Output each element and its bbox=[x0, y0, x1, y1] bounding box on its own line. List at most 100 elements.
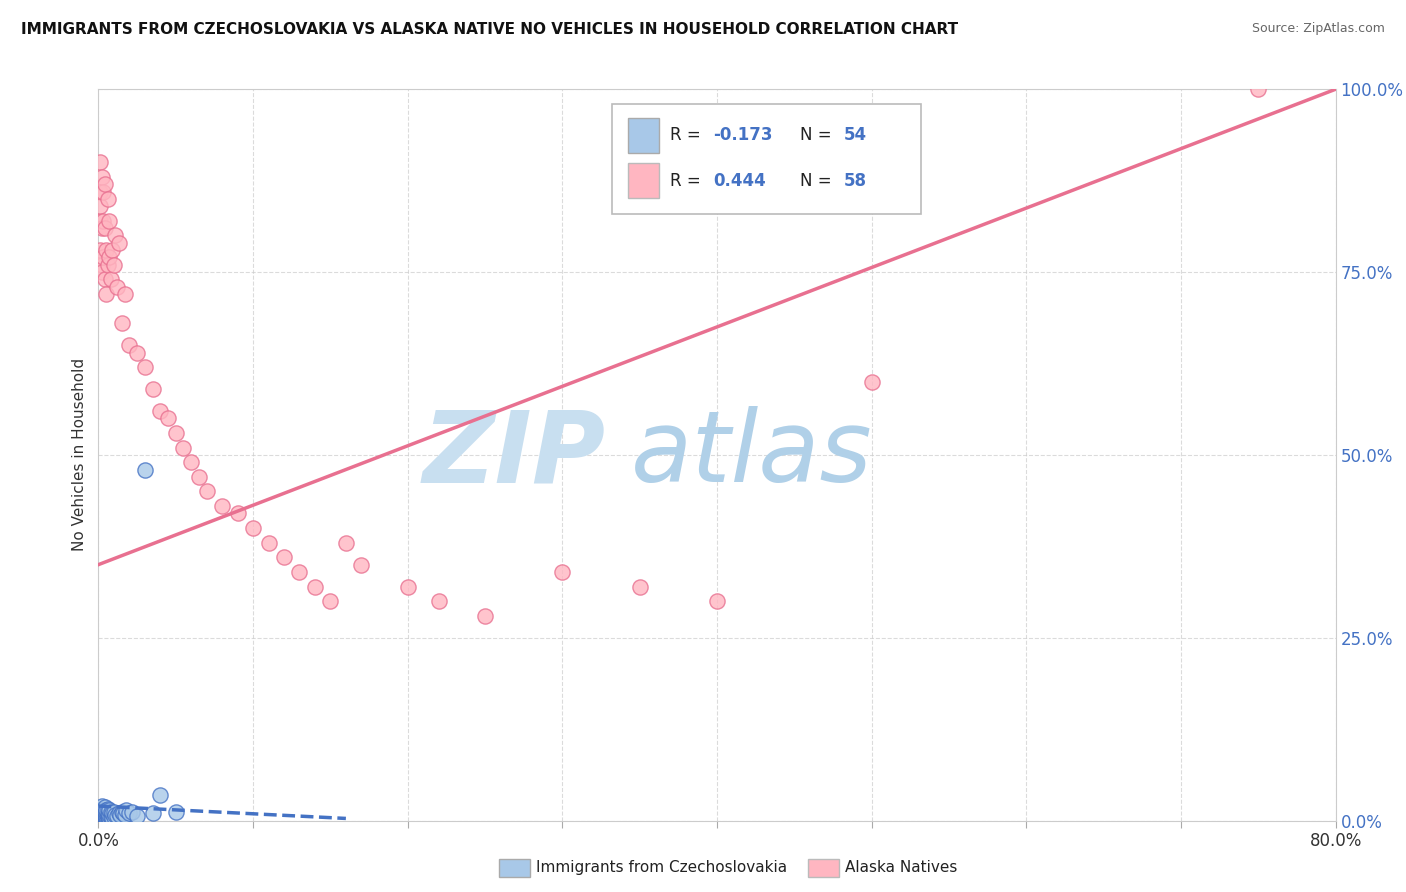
Point bbox=[98, 803, 121, 817]
Point bbox=[149, 788, 172, 802]
Bar bbox=[628, 118, 659, 153]
Point bbox=[90, 258, 112, 272]
Point bbox=[165, 425, 187, 440]
Text: 0.444: 0.444 bbox=[713, 171, 766, 190]
Point bbox=[97, 258, 120, 272]
Point bbox=[105, 279, 128, 293]
Point bbox=[97, 192, 120, 206]
Point bbox=[105, 808, 128, 822]
Text: atlas: atlas bbox=[630, 407, 872, 503]
Point bbox=[121, 805, 143, 819]
Text: 58: 58 bbox=[844, 171, 866, 190]
Point bbox=[98, 251, 121, 265]
Point bbox=[89, 185, 111, 199]
Text: Immigrants from Czechoslovakia: Immigrants from Czechoslovakia bbox=[536, 861, 787, 875]
Y-axis label: No Vehicles in Household: No Vehicles in Household bbox=[72, 359, 87, 551]
Point bbox=[304, 580, 326, 594]
Point bbox=[93, 807, 115, 822]
Point bbox=[474, 608, 496, 623]
Point bbox=[142, 382, 165, 396]
Point bbox=[1247, 82, 1270, 96]
Point bbox=[91, 806, 114, 821]
Point bbox=[101, 806, 124, 821]
Point bbox=[104, 807, 127, 822]
Point bbox=[93, 272, 115, 286]
Point bbox=[90, 169, 112, 184]
Point bbox=[118, 338, 141, 352]
Point bbox=[96, 812, 118, 826]
Point bbox=[112, 806, 135, 821]
Point bbox=[242, 521, 264, 535]
Point bbox=[288, 565, 311, 579]
Text: IMMIGRANTS FROM CZECHOSLOVAKIA VS ALASKA NATIVE NO VEHICLES IN HOUSEHOLD CORRELA: IMMIGRANTS FROM CZECHOSLOVAKIA VS ALASKA… bbox=[21, 22, 959, 37]
Point bbox=[860, 375, 883, 389]
Point bbox=[111, 805, 134, 819]
Point bbox=[211, 499, 233, 513]
Point bbox=[350, 558, 373, 572]
Point bbox=[90, 221, 112, 235]
Point bbox=[142, 806, 165, 821]
Point bbox=[103, 805, 125, 819]
Point bbox=[104, 228, 127, 243]
Point bbox=[111, 316, 134, 330]
Point bbox=[91, 810, 114, 824]
Point bbox=[127, 345, 149, 359]
Point bbox=[89, 807, 111, 822]
Point bbox=[226, 507, 249, 521]
Point bbox=[89, 214, 111, 228]
Point bbox=[107, 806, 129, 821]
Point bbox=[91, 214, 114, 228]
Point bbox=[96, 243, 118, 257]
Point bbox=[706, 594, 728, 608]
Point bbox=[628, 580, 651, 594]
Point bbox=[427, 594, 450, 608]
Text: N =: N = bbox=[800, 127, 837, 145]
Point bbox=[89, 199, 111, 213]
Point bbox=[89, 810, 111, 824]
Point bbox=[96, 811, 118, 825]
Point bbox=[90, 806, 112, 821]
Point bbox=[97, 806, 120, 821]
Point bbox=[91, 185, 114, 199]
Point bbox=[97, 802, 120, 816]
Point bbox=[97, 812, 120, 826]
Point bbox=[257, 535, 280, 549]
Point bbox=[96, 803, 118, 817]
Point bbox=[114, 287, 136, 301]
Point bbox=[89, 810, 111, 824]
Text: R =: R = bbox=[671, 127, 706, 145]
Point bbox=[90, 805, 112, 819]
Point bbox=[100, 810, 122, 824]
Point bbox=[90, 812, 112, 826]
Point bbox=[90, 807, 112, 822]
Bar bbox=[628, 163, 659, 198]
Point bbox=[195, 484, 218, 499]
Point bbox=[90, 265, 112, 279]
Point bbox=[100, 272, 122, 286]
Point bbox=[115, 803, 138, 817]
Point bbox=[90, 810, 112, 824]
Point bbox=[273, 550, 295, 565]
Point bbox=[97, 809, 120, 823]
Point bbox=[91, 251, 114, 265]
Point bbox=[188, 470, 211, 484]
Point bbox=[89, 803, 111, 817]
Point bbox=[91, 803, 114, 817]
Point bbox=[107, 235, 129, 250]
Point bbox=[91, 808, 114, 822]
Point bbox=[157, 411, 180, 425]
Point bbox=[100, 805, 122, 819]
Point bbox=[96, 808, 118, 822]
Point bbox=[103, 810, 125, 824]
Point bbox=[551, 565, 574, 579]
Point bbox=[319, 594, 342, 608]
Point bbox=[103, 258, 125, 272]
Point bbox=[108, 807, 131, 822]
Point bbox=[134, 462, 156, 476]
Point bbox=[98, 214, 121, 228]
Point bbox=[98, 807, 121, 822]
Point bbox=[101, 811, 124, 825]
Point bbox=[90, 799, 112, 814]
Text: -0.173: -0.173 bbox=[713, 127, 773, 145]
Point bbox=[93, 178, 115, 192]
